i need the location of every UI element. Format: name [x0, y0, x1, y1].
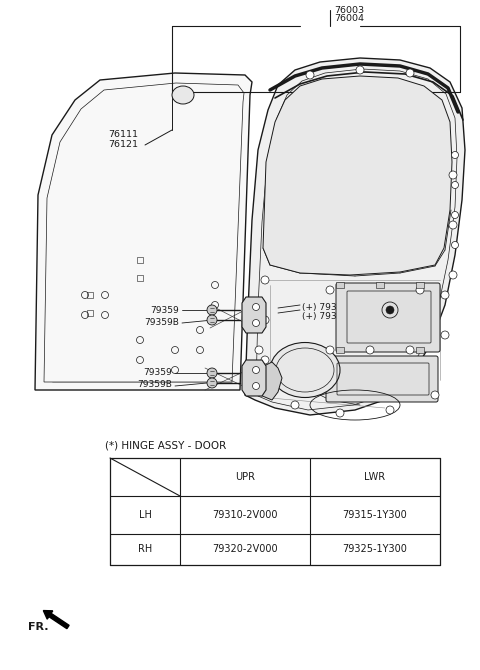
Bar: [336, 347, 344, 353]
Text: (+) 79311: (+) 79311: [302, 303, 348, 312]
Text: 79359: 79359: [150, 306, 179, 315]
Text: 79359B: 79359B: [137, 380, 172, 389]
Circle shape: [452, 151, 458, 159]
Text: 79315-1Y300: 79315-1Y300: [343, 510, 408, 520]
Circle shape: [326, 286, 334, 294]
Circle shape: [431, 391, 439, 399]
Polygon shape: [35, 73, 252, 390]
Circle shape: [255, 346, 263, 354]
Text: 79359B: 79359B: [144, 318, 179, 327]
Circle shape: [449, 171, 457, 179]
Circle shape: [207, 315, 217, 325]
Bar: [137, 275, 143, 281]
Bar: [416, 282, 424, 288]
Text: LH: LH: [139, 510, 151, 520]
Ellipse shape: [270, 342, 340, 397]
Text: 79320-2V000: 79320-2V000: [212, 545, 278, 555]
Circle shape: [261, 356, 269, 364]
Polygon shape: [242, 297, 266, 333]
Circle shape: [416, 286, 424, 294]
Polygon shape: [252, 362, 282, 400]
Text: RH: RH: [138, 545, 152, 555]
Bar: [137, 257, 143, 263]
Circle shape: [306, 71, 314, 79]
Text: LWR: LWR: [364, 472, 385, 482]
Circle shape: [441, 291, 449, 299]
Circle shape: [207, 305, 217, 315]
Circle shape: [326, 346, 334, 354]
Text: 76003: 76003: [334, 6, 364, 15]
Circle shape: [386, 406, 394, 414]
Circle shape: [252, 320, 260, 326]
Bar: [336, 282, 344, 288]
Circle shape: [449, 271, 457, 279]
Text: (+) 79312: (+) 79312: [302, 312, 348, 321]
Circle shape: [252, 304, 260, 310]
Text: 79325-1Y300: 79325-1Y300: [343, 545, 408, 555]
Circle shape: [366, 346, 374, 354]
Circle shape: [252, 366, 260, 373]
Circle shape: [406, 346, 414, 354]
Circle shape: [336, 409, 344, 417]
Circle shape: [452, 241, 458, 249]
Circle shape: [261, 276, 269, 284]
Text: (+) 79340A: (+) 79340A: [300, 374, 352, 383]
Polygon shape: [245, 58, 465, 415]
Text: 76121: 76121: [108, 140, 138, 149]
Circle shape: [207, 378, 217, 388]
Bar: [376, 282, 384, 288]
Circle shape: [255, 306, 263, 314]
Text: 79359: 79359: [143, 368, 172, 377]
Polygon shape: [242, 360, 266, 396]
Text: (+) 79330B: (+) 79330B: [300, 365, 352, 374]
Circle shape: [452, 182, 458, 188]
Circle shape: [449, 221, 457, 229]
Ellipse shape: [172, 86, 194, 104]
Text: 79310-2V000: 79310-2V000: [212, 510, 278, 520]
Circle shape: [356, 66, 364, 74]
Circle shape: [261, 316, 269, 324]
Polygon shape: [263, 76, 452, 275]
Bar: [416, 347, 424, 353]
Text: (*) HINGE ASSY - DOOR: (*) HINGE ASSY - DOOR: [105, 440, 226, 450]
Text: FR.: FR.: [28, 622, 48, 632]
Circle shape: [386, 306, 394, 314]
FancyBboxPatch shape: [326, 356, 438, 402]
Text: 76004: 76004: [334, 14, 364, 23]
Circle shape: [406, 69, 414, 77]
Circle shape: [441, 331, 449, 339]
FancyArrow shape: [43, 610, 69, 628]
Circle shape: [252, 383, 260, 389]
Bar: [87, 292, 93, 298]
Text: UPR: UPR: [235, 472, 255, 482]
Bar: [87, 310, 93, 316]
Circle shape: [452, 212, 458, 218]
Text: 76111: 76111: [108, 130, 138, 139]
FancyBboxPatch shape: [336, 283, 440, 352]
Circle shape: [207, 368, 217, 378]
Circle shape: [291, 401, 299, 409]
